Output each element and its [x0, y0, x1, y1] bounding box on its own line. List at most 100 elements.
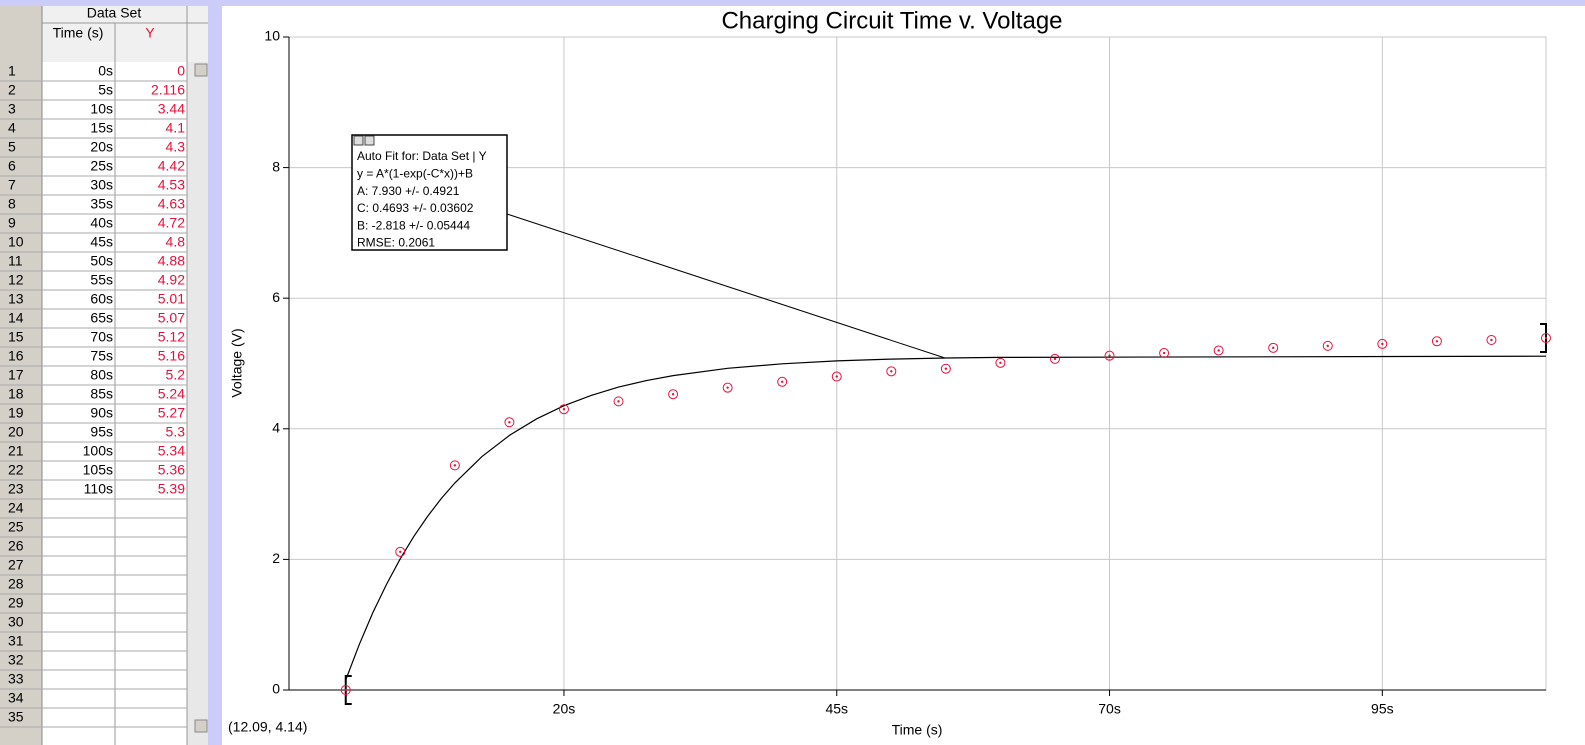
time-cell: 70s	[90, 329, 113, 345]
fit-annotation-box[interactable]	[351, 134, 508, 251]
y-axis-label: Voltage (V)	[229, 328, 245, 397]
time-cell: 50s	[90, 253, 113, 269]
data-point	[940, 363, 951, 374]
x-axis-label: Time (s)	[892, 722, 943, 738]
time-cell: 60s	[90, 291, 113, 307]
data-point	[1213, 345, 1224, 356]
time-cell: 5s	[98, 82, 113, 98]
close-icon[interactable]	[353, 135, 364, 146]
y-cell: 5.07	[158, 310, 185, 326]
status-coordinates: (12.09, 4.14)	[228, 719, 307, 735]
time-cell: 105s	[83, 462, 113, 478]
row-number: 16	[8, 348, 24, 364]
data-point-center	[1544, 336, 1548, 340]
data-point-center	[562, 408, 566, 411]
row-number: 30	[8, 614, 24, 630]
data-point-center	[1217, 349, 1220, 352]
data-point	[395, 546, 406, 557]
data-point-center	[1381, 342, 1384, 346]
data-point	[1486, 334, 1497, 345]
y-cell: 5.27	[158, 405, 185, 421]
annotation-leader	[506, 213, 946, 359]
data-point	[777, 376, 788, 387]
data-point-center	[1490, 338, 1493, 342]
y-tick-label: 10	[264, 28, 280, 44]
time-cell: 30s	[90, 177, 113, 193]
time-cell: 0s	[98, 63, 113, 79]
row-number: 13	[8, 291, 24, 307]
data-point	[1268, 342, 1279, 353]
y-cell: 5.34	[158, 443, 185, 459]
time-cell: 55s	[90, 272, 113, 288]
menu-icon[interactable]	[364, 135, 375, 146]
row-number: 7	[8, 177, 16, 193]
time-cell: 40s	[90, 215, 113, 231]
row-number: 34	[8, 690, 24, 706]
data-point-center	[453, 464, 457, 467]
data-point-center	[1053, 357, 1057, 361]
row-number: 27	[8, 557, 24, 573]
row-number: 25	[8, 519, 24, 535]
time-cell: 90s	[90, 405, 113, 421]
row-header-column	[0, 6, 42, 745]
y-cell: 4.1	[166, 120, 186, 136]
data-point-center	[671, 392, 675, 396]
y-tick-label: 4	[272, 420, 280, 436]
y-cell: 4.3	[166, 139, 186, 155]
row-number: 11	[8, 253, 23, 269]
data-point-center	[1162, 351, 1166, 355]
y-cell: 2.116	[151, 82, 185, 98]
row-number: 21	[8, 443, 24, 459]
data-point	[1541, 333, 1551, 344]
data-point-center	[617, 400, 620, 403]
data-point-center	[1108, 354, 1111, 357]
scrollbar[interactable]	[187, 62, 208, 745]
table-title: Data Set	[87, 5, 142, 21]
data-point	[1322, 340, 1333, 351]
data-point-center	[780, 380, 784, 383]
data-point	[558, 404, 569, 415]
column-header: Y	[145, 25, 155, 41]
data-point-center	[508, 421, 511, 424]
row-number: 15	[8, 329, 24, 345]
y-cell: 4.53	[158, 177, 185, 193]
y-tick-label: 6	[272, 289, 280, 305]
y-cell: 5.01	[158, 291, 185, 307]
time-cell: 20s	[90, 139, 113, 155]
row-number: 1	[8, 63, 16, 79]
x-tick-label: 45s	[825, 701, 848, 717]
time-cell: 80s	[90, 367, 113, 383]
data-point	[1159, 348, 1170, 359]
time-cell: 75s	[90, 348, 113, 364]
row-number: 32	[8, 652, 24, 668]
top-border	[0, 0, 1585, 6]
row-number: 2	[8, 82, 16, 98]
y-cell: 5.12	[158, 329, 185, 345]
data-point	[449, 460, 460, 471]
y-cell: 5.24	[158, 386, 185, 402]
time-cell: 110s	[84, 481, 113, 497]
row-number: 26	[8, 538, 24, 554]
data-point	[1431, 336, 1442, 347]
fit-annotation-text: Auto Fit for: Data Set | Y y = A*(1-exp(-…	[357, 149, 487, 250]
time-cell: 10s	[90, 101, 113, 117]
row-number: 14	[8, 310, 24, 326]
y-cell: 5.2	[166, 367, 186, 383]
data-point	[613, 396, 624, 407]
scroll-down[interactable]	[194, 719, 208, 733]
y-tick-label: 8	[272, 158, 280, 174]
row-number: 33	[8, 671, 24, 687]
row-number: 9	[8, 215, 16, 231]
data-point	[340, 685, 351, 695]
data-point	[1377, 338, 1388, 349]
annotation-line: A: 7.930 +/- 0.4921	[357, 184, 460, 198]
data-point-center	[399, 550, 402, 554]
y-cell: 4.63	[158, 196, 185, 212]
row-number: 4	[8, 120, 16, 136]
data-point	[1049, 353, 1060, 364]
row-number: 35	[8, 709, 24, 725]
scroll-up[interactable]	[194, 63, 208, 77]
data-point	[831, 371, 842, 382]
data-point-center	[999, 361, 1002, 365]
